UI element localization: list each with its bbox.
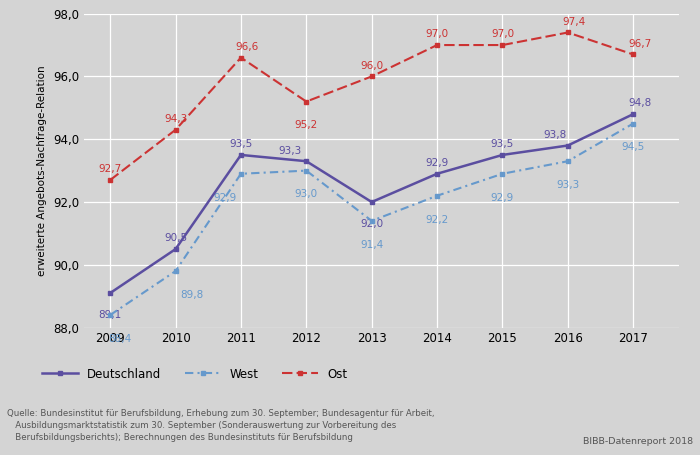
Text: 94,3: 94,3 — [164, 114, 187, 124]
Text: 94,5: 94,5 — [622, 142, 645, 152]
Text: BIBB-Datenreport 2018: BIBB-Datenreport 2018 — [583, 437, 693, 446]
Text: 88,4: 88,4 — [108, 334, 132, 344]
Text: 97,4: 97,4 — [563, 17, 586, 27]
Text: 93,0: 93,0 — [295, 189, 318, 199]
Text: 96,7: 96,7 — [628, 39, 652, 49]
Text: 94,8: 94,8 — [628, 98, 652, 108]
Text: 95,2: 95,2 — [295, 121, 318, 131]
Text: 91,4: 91,4 — [360, 240, 384, 250]
Text: Quelle: Bundesinstitut für Berufsbildung, Erhebung zum 30. September; Bundesagen: Quelle: Bundesinstitut für Berufsbildung… — [7, 410, 435, 442]
Text: 92,7: 92,7 — [99, 164, 122, 174]
Text: 90,5: 90,5 — [164, 233, 187, 243]
Text: 97,0: 97,0 — [491, 30, 514, 40]
Text: 97,0: 97,0 — [426, 30, 449, 40]
Text: 92,9: 92,9 — [491, 192, 514, 202]
Text: 89,1: 89,1 — [99, 310, 122, 320]
Text: 93,5: 93,5 — [491, 139, 514, 149]
Text: 93,8: 93,8 — [543, 130, 566, 140]
Text: 92,0: 92,0 — [360, 219, 384, 229]
Text: 93,3: 93,3 — [279, 146, 302, 156]
Text: 96,0: 96,0 — [360, 61, 384, 71]
Text: 96,6: 96,6 — [236, 42, 259, 52]
Text: 93,3: 93,3 — [556, 180, 580, 190]
Text: 92,2: 92,2 — [426, 215, 449, 225]
Text: 92,9: 92,9 — [426, 158, 449, 168]
Text: 89,8: 89,8 — [181, 290, 204, 300]
Y-axis label: erweiterte Angebots-Nachfrage-Relation: erweiterte Angebots-Nachfrage-Relation — [38, 66, 48, 276]
Legend: Deutschland, West, Ost: Deutschland, West, Ost — [42, 368, 347, 381]
Text: 93,5: 93,5 — [230, 139, 253, 149]
Text: 92,9: 92,9 — [213, 192, 236, 202]
